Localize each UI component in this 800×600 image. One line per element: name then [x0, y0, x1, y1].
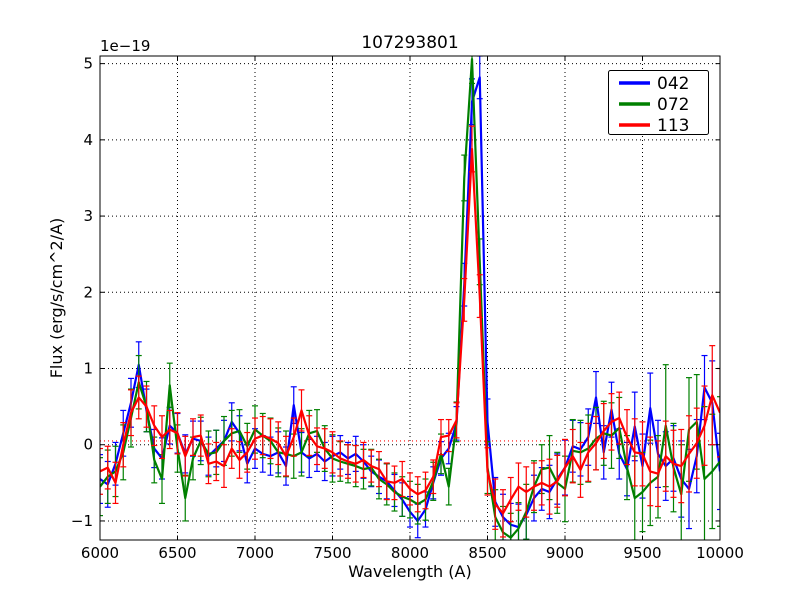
- y-tick-label: 0: [83, 436, 93, 454]
- gridlines: [100, 56, 720, 540]
- x-tick-label: 7000: [236, 544, 274, 562]
- y-tick-label: 2: [83, 283, 93, 301]
- series-113-line: [100, 147, 720, 515]
- y-axis-label: Flux (erg/s/cm^2/A): [47, 218, 66, 379]
- x-axis-label: Wavelength (A): [348, 562, 471, 581]
- x-tick-label: 9500: [623, 544, 661, 562]
- x-tick-label: 7500: [313, 544, 351, 562]
- x-tick-label: 8000: [391, 544, 429, 562]
- x-tick-label: 6000: [81, 544, 119, 562]
- x-tick-label: 8500: [468, 544, 506, 562]
- x-tick-label: 9000: [546, 544, 584, 562]
- axis-ticks: [99, 56, 721, 540]
- legend-label-072: 072: [657, 95, 689, 115]
- y-tick-label: 4: [83, 131, 93, 149]
- y-axis-offset-label: 1e−19: [100, 37, 150, 55]
- legend-label-113: 113: [657, 116, 689, 136]
- y-tick-label: 5: [83, 55, 93, 73]
- legend-box: [608, 70, 709, 135]
- y-tick-label: 3: [83, 207, 93, 225]
- legend-label-042: 042: [657, 74, 689, 94]
- series-113: [100, 125, 720, 538]
- x-tick-label: 6500: [158, 544, 196, 562]
- chart-title: 107293801: [361, 33, 458, 53]
- x-tick-label: 10000: [696, 544, 744, 562]
- y-tick-label: 1: [83, 360, 93, 378]
- y-tick-label: −1: [71, 512, 93, 530]
